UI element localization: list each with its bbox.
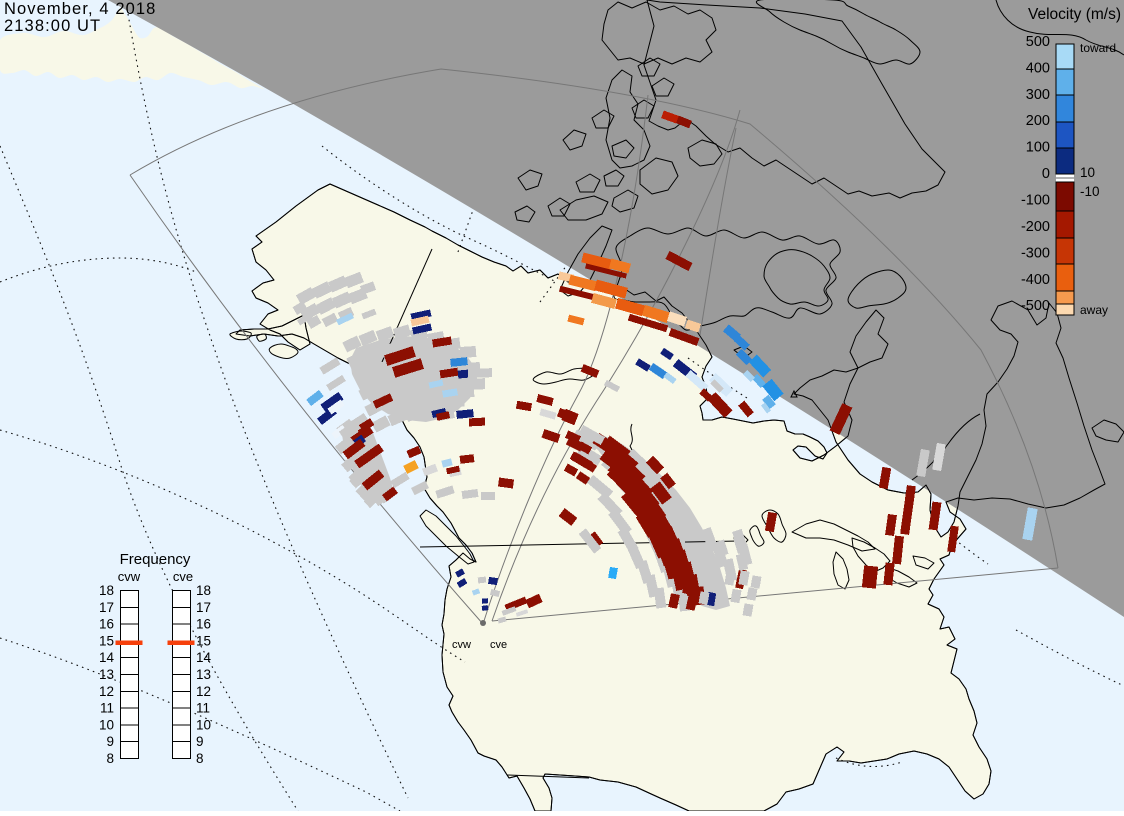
svg-text:-10: -10: [1080, 184, 1100, 199]
svg-text:Frequency: Frequency: [120, 551, 191, 568]
svg-text:away: away: [1080, 303, 1108, 317]
svg-text:200: 200: [1026, 113, 1050, 129]
svg-text:toward: toward: [1080, 41, 1116, 55]
svg-text:15: 15: [196, 633, 211, 648]
svg-text:400: 400: [1026, 61, 1050, 77]
svg-text:-200: -200: [1021, 219, 1050, 235]
svg-text:13: 13: [196, 667, 211, 682]
svg-text:November, 4 2018: November, 4 2018: [4, 0, 156, 18]
svg-text:8: 8: [196, 751, 204, 766]
svg-text:2138:00 UT: 2138:00 UT: [4, 17, 101, 35]
svg-text:-100: -100: [1021, 193, 1050, 209]
svg-text:14: 14: [196, 650, 212, 665]
svg-text:500: 500: [1026, 34, 1050, 50]
svg-text:12: 12: [99, 684, 114, 699]
svg-text:17: 17: [99, 600, 114, 615]
svg-text:17: 17: [196, 600, 211, 615]
svg-text:16: 16: [99, 617, 114, 632]
svg-text:16: 16: [196, 617, 211, 632]
svg-text:10: 10: [196, 717, 211, 732]
svg-text:8: 8: [106, 751, 114, 766]
svg-text:300: 300: [1026, 87, 1050, 103]
svg-text:13: 13: [99, 667, 114, 682]
svg-text:0: 0: [1042, 166, 1050, 182]
svg-text:10: 10: [1080, 165, 1095, 180]
svg-text:cvw: cvw: [452, 639, 471, 651]
svg-text:18: 18: [196, 583, 211, 598]
svg-text:cve: cve: [490, 639, 507, 651]
svg-text:15: 15: [99, 633, 114, 648]
svg-text:18: 18: [99, 583, 114, 598]
svg-text:9: 9: [196, 734, 204, 749]
svg-text:-500: -500: [1021, 298, 1050, 314]
svg-text:100: 100: [1026, 140, 1050, 156]
svg-text:9: 9: [106, 734, 114, 749]
svg-text:14: 14: [99, 650, 115, 665]
svg-text:10: 10: [99, 717, 114, 732]
svg-text:cve: cve: [173, 569, 193, 584]
svg-text:Velocity (m/s): Velocity (m/s): [1028, 6, 1121, 23]
svg-text:11: 11: [100, 701, 114, 716]
svg-text:12: 12: [196, 684, 211, 699]
svg-text:-300: -300: [1021, 246, 1050, 262]
svg-text:-400: -400: [1021, 272, 1050, 288]
svg-text:cvw: cvw: [118, 569, 141, 584]
svg-text:11: 11: [196, 701, 210, 716]
